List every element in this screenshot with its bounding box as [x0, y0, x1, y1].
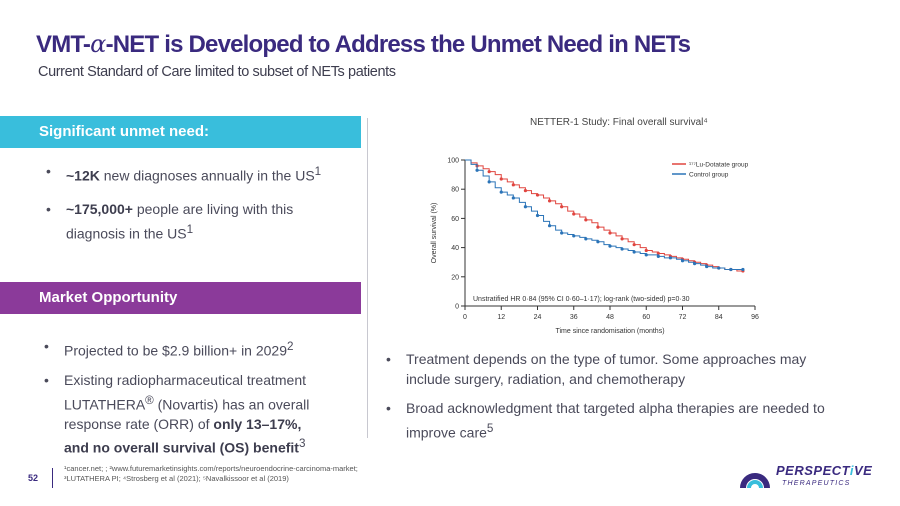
censor-mark [523, 189, 528, 193]
censor-mark [547, 199, 552, 203]
censor-mark [729, 267, 733, 272]
y-tick-label: 40 [451, 245, 459, 252]
company-logo: PERSPECTiVE THERAPEUTICS [738, 460, 888, 494]
censor-mark [644, 253, 648, 257]
x-tick-label: 48 [606, 314, 614, 321]
censor-mark [705, 264, 709, 269]
censor-mark [680, 259, 685, 263]
x-tick-label: 24 [534, 314, 542, 321]
censor-mark [487, 180, 491, 184]
censor-mark [584, 237, 588, 241]
censor-mark [668, 256, 673, 260]
unmet-need-banner: Significant unmet need: [0, 116, 361, 148]
censor-mark [499, 190, 503, 194]
censor-mark [511, 183, 515, 187]
treatment-list: Treatment depends on the type of tumor. … [382, 350, 852, 453]
y-axis-label: Overall survival (%) [431, 203, 438, 264]
legend-label: ¹⁷⁷Lu-Dotatate group [689, 162, 749, 169]
page-title: VMT-α-NET is Developed to Address the Un… [36, 30, 691, 58]
x-tick-label: 96 [751, 314, 759, 321]
y-tick-label: 80 [451, 187, 459, 194]
market-opportunity-banner: Market Opportunity [0, 282, 361, 314]
censor-mark [560, 205, 564, 209]
list-item: Projected to be $2.9 billion+ in 20292 [40, 337, 330, 361]
censor-mark [511, 196, 515, 200]
censor-mark [572, 234, 576, 238]
page-subtitle: Current Standard of Care limited to subs… [38, 64, 396, 80]
censor-mark [572, 212, 576, 216]
censor-mark [632, 250, 636, 254]
censor-mark [608, 231, 612, 235]
survival-chart: 0 20 40 60 80 100 0 12 24 36 48 60 72 84 96 Time since … [431, 158, 759, 336]
logo-mark-icon [740, 473, 770, 489]
logo-subtitle: THERAPEUTICS [782, 480, 851, 487]
list-item: Broad acknowledgment that targeted alpha… [382, 399, 852, 443]
censor-mark [717, 266, 721, 270]
unmet-need-list: ~12K new diagnoses annually in the US1 ~… [42, 162, 342, 258]
censor-mark [692, 262, 697, 266]
market-opportunity-list: Projected to be $2.9 billion+ in 20292 E… [40, 337, 330, 468]
x-axis-label: Time since randomisation (months) [555, 328, 664, 335]
footnote-line: ³LUTATHERA PI; ⁴Strosberg et al (2021); … [64, 474, 289, 483]
censor-mark [632, 243, 636, 247]
censor-mark [487, 170, 491, 174]
legend-label: Control group [689, 172, 729, 179]
x-tick-label: 72 [679, 314, 687, 321]
censor-mark [620, 247, 624, 251]
x-tick-label: 36 [570, 314, 578, 321]
censor-mark [584, 218, 588, 222]
y-tick-label: 60 [451, 216, 459, 223]
x-tick-label: 0 [463, 314, 467, 321]
column-divider [367, 118, 368, 438]
y-tick-label: 100 [447, 158, 459, 165]
censor-mark [499, 177, 503, 181]
x-tick-label: 60 [642, 314, 650, 321]
censor-mark [523, 205, 528, 209]
page-number-divider [52, 468, 53, 488]
censor-mark [560, 231, 564, 235]
y-tick-label: 20 [451, 274, 459, 281]
footnotes: ¹cancer.net; ; ²www.futuremarketinsights… [64, 464, 464, 484]
x-tick-label: 12 [497, 314, 505, 321]
y-tick-label: 0 [455, 304, 459, 311]
censor-mark [656, 251, 660, 256]
censor-mark [547, 224, 552, 228]
censor-mark [620, 237, 624, 241]
footnote-line: ¹cancer.net; ; ²www.futuremarketinsights… [64, 464, 358, 473]
page-number: 52 [28, 473, 39, 483]
censor-mark [535, 213, 540, 218]
censor-mark [596, 240, 600, 244]
censor-mark [475, 168, 479, 172]
logo-wordmark: PERSPECTiVE [776, 463, 873, 478]
chart-annotation: Unstratified HR 0·84 (95% CI 0·60–1·17);… [473, 296, 690, 303]
censor-mark [608, 244, 612, 248]
censor-mark [741, 267, 745, 272]
censor-mark [656, 254, 660, 258]
list-item: Treatment depends on the type of tumor. … [382, 350, 852, 389]
censor-mark [596, 225, 600, 229]
list-item: ~175,000+ people are living with this di… [42, 200, 342, 244]
list-item: ~12K new diagnoses annually in the US1 [42, 162, 342, 186]
chart-title: NETTER-1 Study: Final overall survival⁴ [530, 117, 708, 128]
list-item: Existing radiopharmaceutical treatment L… [40, 371, 330, 458]
censor-mark [644, 248, 648, 253]
x-tick-label: 84 [715, 314, 723, 321]
censor-mark [535, 193, 540, 197]
